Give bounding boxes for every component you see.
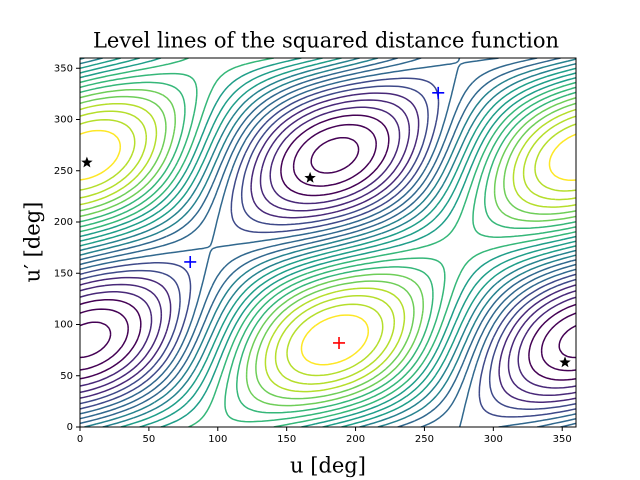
x-axis-label: u [deg] xyxy=(290,454,366,478)
contour-line xyxy=(80,136,576,359)
contour-line xyxy=(80,58,576,427)
contour-line xyxy=(80,92,576,403)
x-tick-label: 0 xyxy=(77,434,83,445)
star-marker xyxy=(304,171,316,183)
plus-marker xyxy=(184,255,197,268)
plus-marker xyxy=(432,86,445,99)
contour-line xyxy=(80,85,576,410)
contour-line xyxy=(80,77,576,418)
y-tick-label: 250 xyxy=(54,166,73,177)
y-tick-label: 150 xyxy=(54,268,73,279)
contour-line xyxy=(80,58,576,427)
y-tick-label: 350 xyxy=(54,63,73,74)
contour-line xyxy=(80,99,576,396)
contour-plot xyxy=(80,58,576,427)
contour-line xyxy=(80,110,576,385)
y-tick-label: 300 xyxy=(54,115,73,126)
x-tick-label: 50 xyxy=(143,434,156,445)
y-tick-label: 0 xyxy=(67,422,73,433)
contour-line xyxy=(80,58,576,427)
contour-line xyxy=(80,114,576,381)
contour-line xyxy=(80,58,576,427)
x-tick-label: 150 xyxy=(277,434,296,445)
x-tick-label: 350 xyxy=(553,434,572,445)
contour-line xyxy=(80,106,576,389)
x-tick-label: 300 xyxy=(484,434,503,445)
x-tick-label: 100 xyxy=(208,434,227,445)
contour-line xyxy=(80,58,576,427)
y-tick-label: 100 xyxy=(54,320,73,331)
y-tick-label: 50 xyxy=(60,371,73,382)
contour-line xyxy=(80,58,576,427)
contour-line xyxy=(80,119,576,377)
contour-line xyxy=(80,88,576,407)
contour-line xyxy=(80,58,576,427)
contour-line xyxy=(80,95,576,400)
markers xyxy=(81,86,571,368)
star-marker xyxy=(559,356,571,368)
contour-line xyxy=(80,123,576,372)
y-tick-label: 200 xyxy=(54,217,73,228)
contour-line xyxy=(80,81,576,414)
x-tick-label: 250 xyxy=(415,434,434,445)
contour-line xyxy=(80,58,576,427)
chart-title: Level lines of the squared distance func… xyxy=(93,29,559,53)
plus-marker xyxy=(333,336,346,349)
contour-line xyxy=(80,129,576,366)
contour-line xyxy=(80,102,576,393)
y-axis-label: u′ [deg] xyxy=(21,202,45,283)
x-tick-label: 200 xyxy=(346,434,365,445)
plot-frame xyxy=(79,57,577,428)
contour-line xyxy=(80,72,576,423)
star-marker xyxy=(81,156,93,168)
